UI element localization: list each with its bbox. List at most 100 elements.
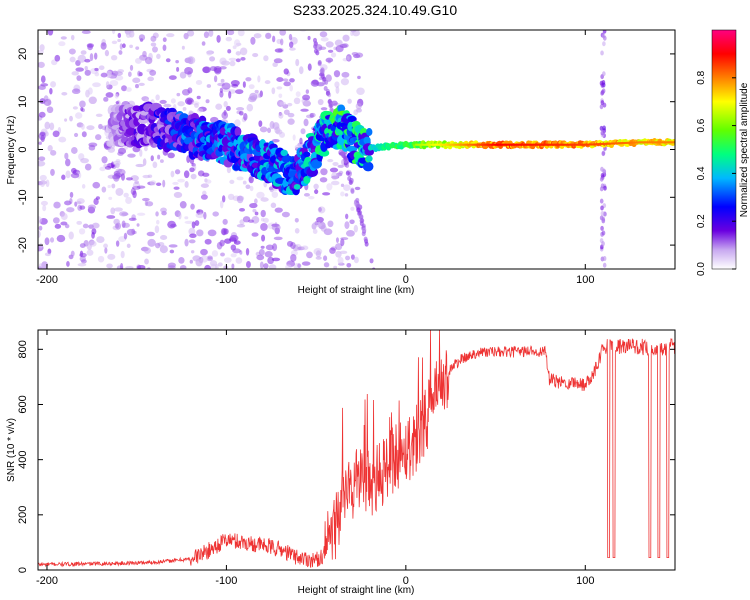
signal-blob	[365, 155, 373, 162]
noise-blob	[325, 90, 330, 96]
noise-blob	[86, 249, 94, 256]
noise-blob	[271, 191, 279, 198]
noise-blob	[69, 197, 73, 205]
noise-blob	[603, 185, 607, 191]
noise-blob	[346, 55, 350, 61]
noise-blob	[95, 113, 103, 117]
signal-core	[496, 143, 499, 146]
noise-blob	[272, 62, 278, 68]
signal-core	[414, 143, 417, 146]
signal-blob	[318, 149, 330, 157]
signal-core	[579, 143, 581, 146]
noise-blob	[79, 205, 86, 210]
noise-blob	[242, 81, 246, 88]
signal-core	[424, 143, 427, 146]
signal-core	[641, 141, 644, 144]
noise-blob	[283, 68, 289, 75]
noise-blob	[100, 42, 107, 50]
noise-blob	[325, 74, 332, 82]
signal-core	[511, 143, 514, 146]
signal-core	[646, 141, 648, 144]
noise-blob	[600, 205, 604, 211]
noise-blob	[206, 84, 212, 88]
signal-core	[554, 143, 557, 146]
noise-blob	[188, 239, 196, 244]
signal-core	[569, 143, 571, 146]
noise-blob	[220, 78, 225, 83]
signal-core	[583, 143, 586, 146]
noise-blob	[38, 111, 46, 118]
signal-core	[495, 143, 498, 146]
noise-blob	[110, 54, 118, 61]
spectrogram-x-axis-label: Height of straight line (km)	[298, 285, 415, 296]
noise-blob	[137, 212, 146, 216]
noise-blob	[189, 259, 193, 264]
noise-blob	[247, 219, 255, 223]
noise-blob	[170, 98, 176, 104]
signal-core	[531, 143, 534, 146]
signal-core	[596, 143, 599, 146]
noise-blob	[253, 33, 262, 39]
noise-blob	[599, 186, 604, 192]
signal-core	[626, 141, 629, 144]
snr-x-tick-label: -100	[215, 575, 237, 587]
noise-blob	[149, 180, 157, 186]
signal-core	[500, 143, 503, 146]
signal-core	[588, 143, 591, 146]
signal-core	[469, 143, 472, 146]
signal-core	[571, 143, 574, 146]
noise-blob	[254, 211, 259, 216]
noise-blob	[372, 271, 376, 276]
signal-core	[672, 141, 674, 144]
snr-y-tick-label: 400	[17, 450, 29, 468]
signal-core	[648, 141, 650, 144]
colorbar-tick-label: 0.2	[696, 214, 707, 228]
signal-core	[655, 141, 657, 144]
noise-blob	[238, 110, 244, 116]
noise-blob	[359, 218, 364, 224]
noise-blob	[316, 216, 324, 223]
signal-core	[654, 141, 656, 144]
signal-core	[608, 142, 611, 145]
signal-core	[486, 143, 489, 146]
signal-core	[470, 143, 473, 146]
noise-blob	[297, 263, 301, 268]
noise-blob	[114, 93, 119, 99]
noise-blob	[115, 101, 120, 105]
noise-blob	[39, 44, 45, 52]
noise-blob	[84, 163, 92, 171]
noise-blob	[289, 47, 296, 51]
noise-blob	[168, 75, 177, 81]
signal-core	[439, 143, 441, 146]
signal-core	[633, 141, 636, 144]
noise-blob	[221, 82, 231, 90]
noise-blob	[300, 108, 309, 112]
noise-blob	[39, 242, 43, 249]
noise-blob	[144, 146, 148, 152]
noise-blob	[125, 31, 132, 38]
signal-core	[420, 143, 422, 146]
noise-blob	[236, 176, 244, 181]
noise-blob	[121, 173, 125, 181]
noise-blob	[320, 107, 328, 111]
noise-blob	[276, 77, 284, 82]
snr-y-axis-label: SNR (10 * v/v)	[6, 418, 17, 482]
signal-core	[421, 143, 423, 146]
signal-core	[526, 143, 528, 146]
noise-blob	[295, 91, 301, 98]
signal-core	[546, 143, 549, 146]
noise-blob	[152, 161, 158, 169]
noise-blob	[272, 243, 278, 252]
noise-blob	[235, 51, 241, 56]
noise-blob	[602, 125, 606, 131]
noise-blob	[44, 252, 51, 257]
noise-blob	[146, 231, 155, 237]
noise-blob	[195, 212, 205, 219]
signal-core	[572, 143, 575, 146]
noise-blob	[92, 82, 101, 88]
noise-blob	[94, 67, 99, 72]
noise-blob	[337, 164, 344, 168]
signal-core	[498, 143, 500, 146]
noise-blob	[602, 71, 606, 77]
signal-core	[666, 141, 669, 144]
